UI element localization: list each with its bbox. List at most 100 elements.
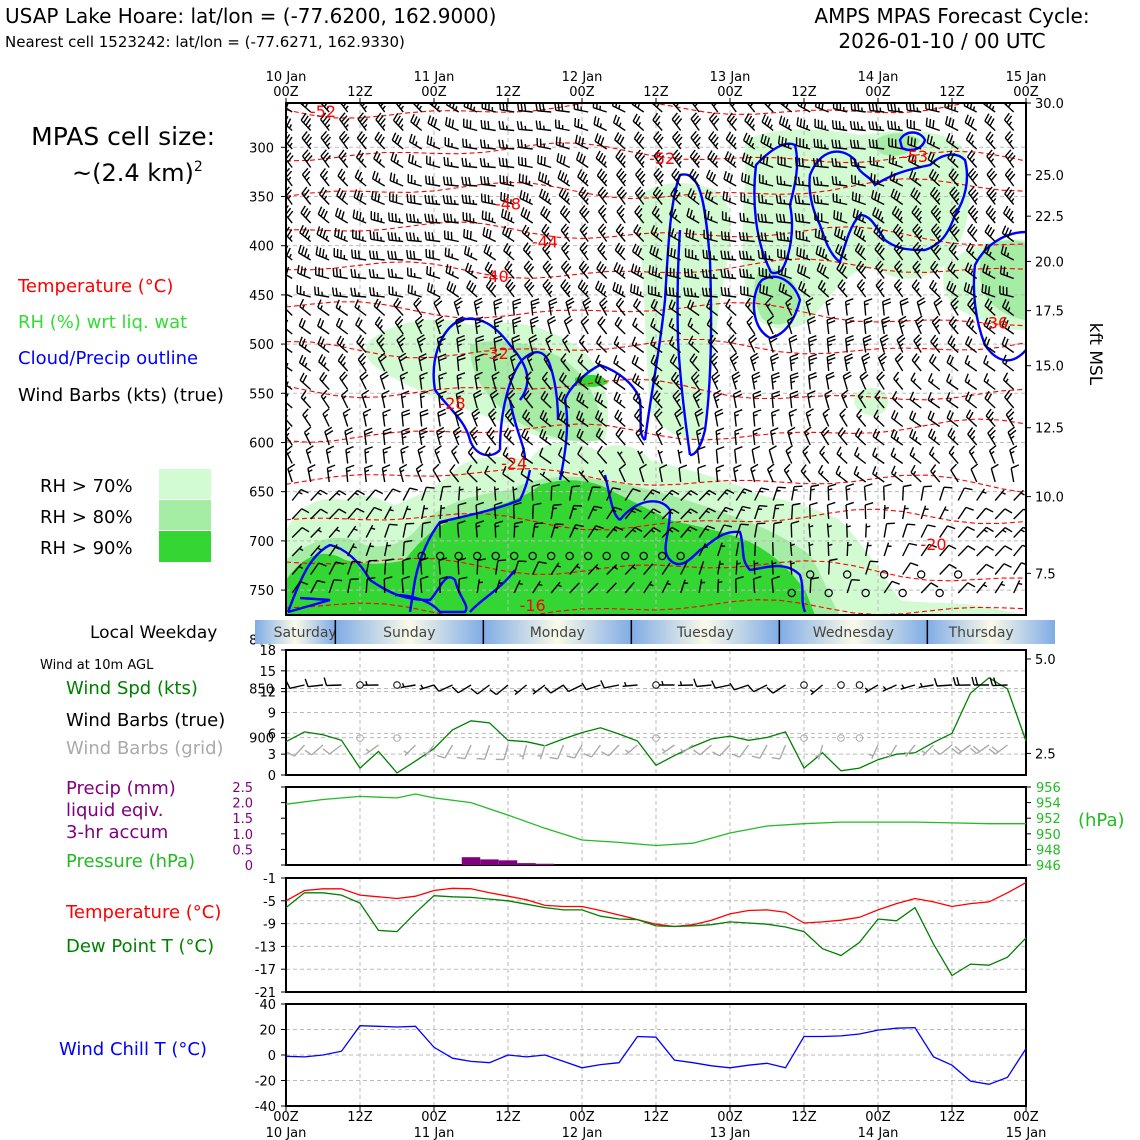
wind-barb bbox=[650, 225, 663, 243]
bottom-date-label: 15 Jan bbox=[1006, 1126, 1047, 1140]
wind-barb bbox=[443, 230, 459, 243]
wind-barb bbox=[948, 316, 959, 335]
wind-barb bbox=[987, 426, 996, 446]
wind-barb bbox=[864, 502, 874, 520]
wind-barb bbox=[967, 297, 978, 316]
wind-barb bbox=[691, 103, 700, 113]
wind-barb bbox=[493, 501, 503, 520]
wind-barb bbox=[384, 558, 394, 575]
wind-barb bbox=[853, 225, 867, 243]
wind-barb bbox=[1002, 205, 1015, 224]
wind-barb bbox=[328, 508, 347, 520]
wind-barb bbox=[828, 558, 838, 575]
wind-barb bbox=[425, 248, 441, 261]
wind-barb bbox=[661, 526, 680, 538]
wind-barb bbox=[827, 483, 837, 501]
wind-barb bbox=[298, 336, 312, 354]
wind-barb bbox=[925, 103, 940, 113]
wind-barb-true bbox=[419, 684, 435, 691]
wind-barb bbox=[457, 502, 467, 520]
pressure-tick-label: 900 bbox=[249, 732, 274, 747]
wind-barb bbox=[913, 334, 922, 353]
wind-barb bbox=[754, 505, 768, 520]
wind-barb bbox=[690, 371, 700, 390]
wind-barb bbox=[695, 427, 705, 446]
wind-barb bbox=[939, 506, 949, 520]
wind-barb bbox=[742, 132, 756, 150]
wind-barb bbox=[484, 261, 497, 280]
wind-barb bbox=[382, 446, 392, 464]
wind-barb bbox=[652, 390, 663, 409]
wind-barb bbox=[317, 336, 330, 354]
wind-barb bbox=[595, 354, 608, 372]
wind-barb bbox=[964, 354, 978, 372]
wind-barb bbox=[513, 560, 527, 575]
wind-barb bbox=[472, 389, 483, 409]
altitude-tick-label: 15.0 bbox=[1035, 360, 1064, 375]
pressure-tick-label: 948 bbox=[1036, 843, 1061, 858]
wind-barb bbox=[806, 316, 816, 335]
wind-chill-tick-label: 20 bbox=[259, 1024, 276, 1039]
wind-barb bbox=[720, 231, 737, 243]
weekday-label: Monday bbox=[530, 625, 585, 641]
wind-barb bbox=[365, 559, 378, 575]
wind-barb bbox=[739, 268, 755, 280]
wind-barb bbox=[888, 137, 903, 150]
wind-barb bbox=[356, 334, 367, 353]
calm-circle bbox=[805, 570, 815, 579]
wind-tick-label: 12 bbox=[259, 686, 276, 701]
temperature-tick-label: -17 bbox=[255, 963, 276, 978]
wind-speed-line bbox=[285, 677, 1027, 774]
wind-barb bbox=[594, 410, 608, 428]
wind-barb bbox=[707, 150, 719, 168]
wind-barb bbox=[475, 501, 485, 520]
wind-barb bbox=[576, 428, 589, 446]
wind-barb bbox=[1010, 464, 1020, 483]
wind-barb bbox=[532, 580, 543, 594]
precip-tick-label: 2.0 bbox=[232, 797, 253, 812]
wind-barb bbox=[424, 213, 441, 224]
wind-barb bbox=[890, 447, 904, 465]
wind-barb bbox=[872, 447, 885, 465]
pressure-tick-label: 952 bbox=[1036, 812, 1061, 827]
wind-barb bbox=[300, 205, 312, 224]
wind-barb bbox=[800, 464, 811, 483]
wind-barb bbox=[314, 286, 330, 298]
wind-barb bbox=[316, 226, 330, 243]
wind-barb bbox=[569, 524, 584, 538]
wind-barb bbox=[726, 112, 738, 131]
wind-barb bbox=[704, 189, 719, 206]
wind-barb bbox=[561, 334, 571, 353]
wind-barb bbox=[318, 187, 330, 205]
temperature-contour bbox=[286, 142, 1026, 164]
wind-barb bbox=[1002, 372, 1015, 391]
wind-barb-grid bbox=[566, 744, 583, 759]
wind-barb bbox=[768, 334, 778, 353]
calm-circle bbox=[800, 681, 808, 689]
temperature-line bbox=[285, 882, 1027, 928]
calm-circle bbox=[676, 551, 685, 561]
wind-barbs-upper bbox=[286, 103, 1026, 594]
wind-barb bbox=[286, 131, 293, 150]
wind-barb bbox=[426, 265, 441, 280]
wind-barb bbox=[512, 502, 522, 520]
wind-barb bbox=[968, 186, 979, 205]
wind-barb bbox=[320, 130, 332, 150]
wind-barb bbox=[994, 508, 1013, 520]
wind-barb bbox=[532, 522, 544, 538]
bottom-date-label: 12 Jan bbox=[562, 1126, 603, 1140]
wind-barb bbox=[387, 250, 404, 261]
altitude-tick-label: 2.5 bbox=[1035, 747, 1056, 762]
wind-barb bbox=[653, 149, 665, 168]
wind-barb bbox=[406, 267, 422, 280]
wind-barb bbox=[315, 266, 330, 280]
wind-barb bbox=[833, 210, 848, 224]
pressure-tick-label: 850 bbox=[249, 682, 274, 697]
wind-barb bbox=[612, 114, 626, 132]
wind-barb-true bbox=[952, 677, 971, 686]
wind-barb bbox=[419, 371, 428, 390]
wind-barb bbox=[643, 508, 661, 520]
wind-barb bbox=[415, 463, 424, 483]
station-title: USAP Lake Hoare: lat/lon = (-77.6200, 16… bbox=[5, 4, 496, 28]
